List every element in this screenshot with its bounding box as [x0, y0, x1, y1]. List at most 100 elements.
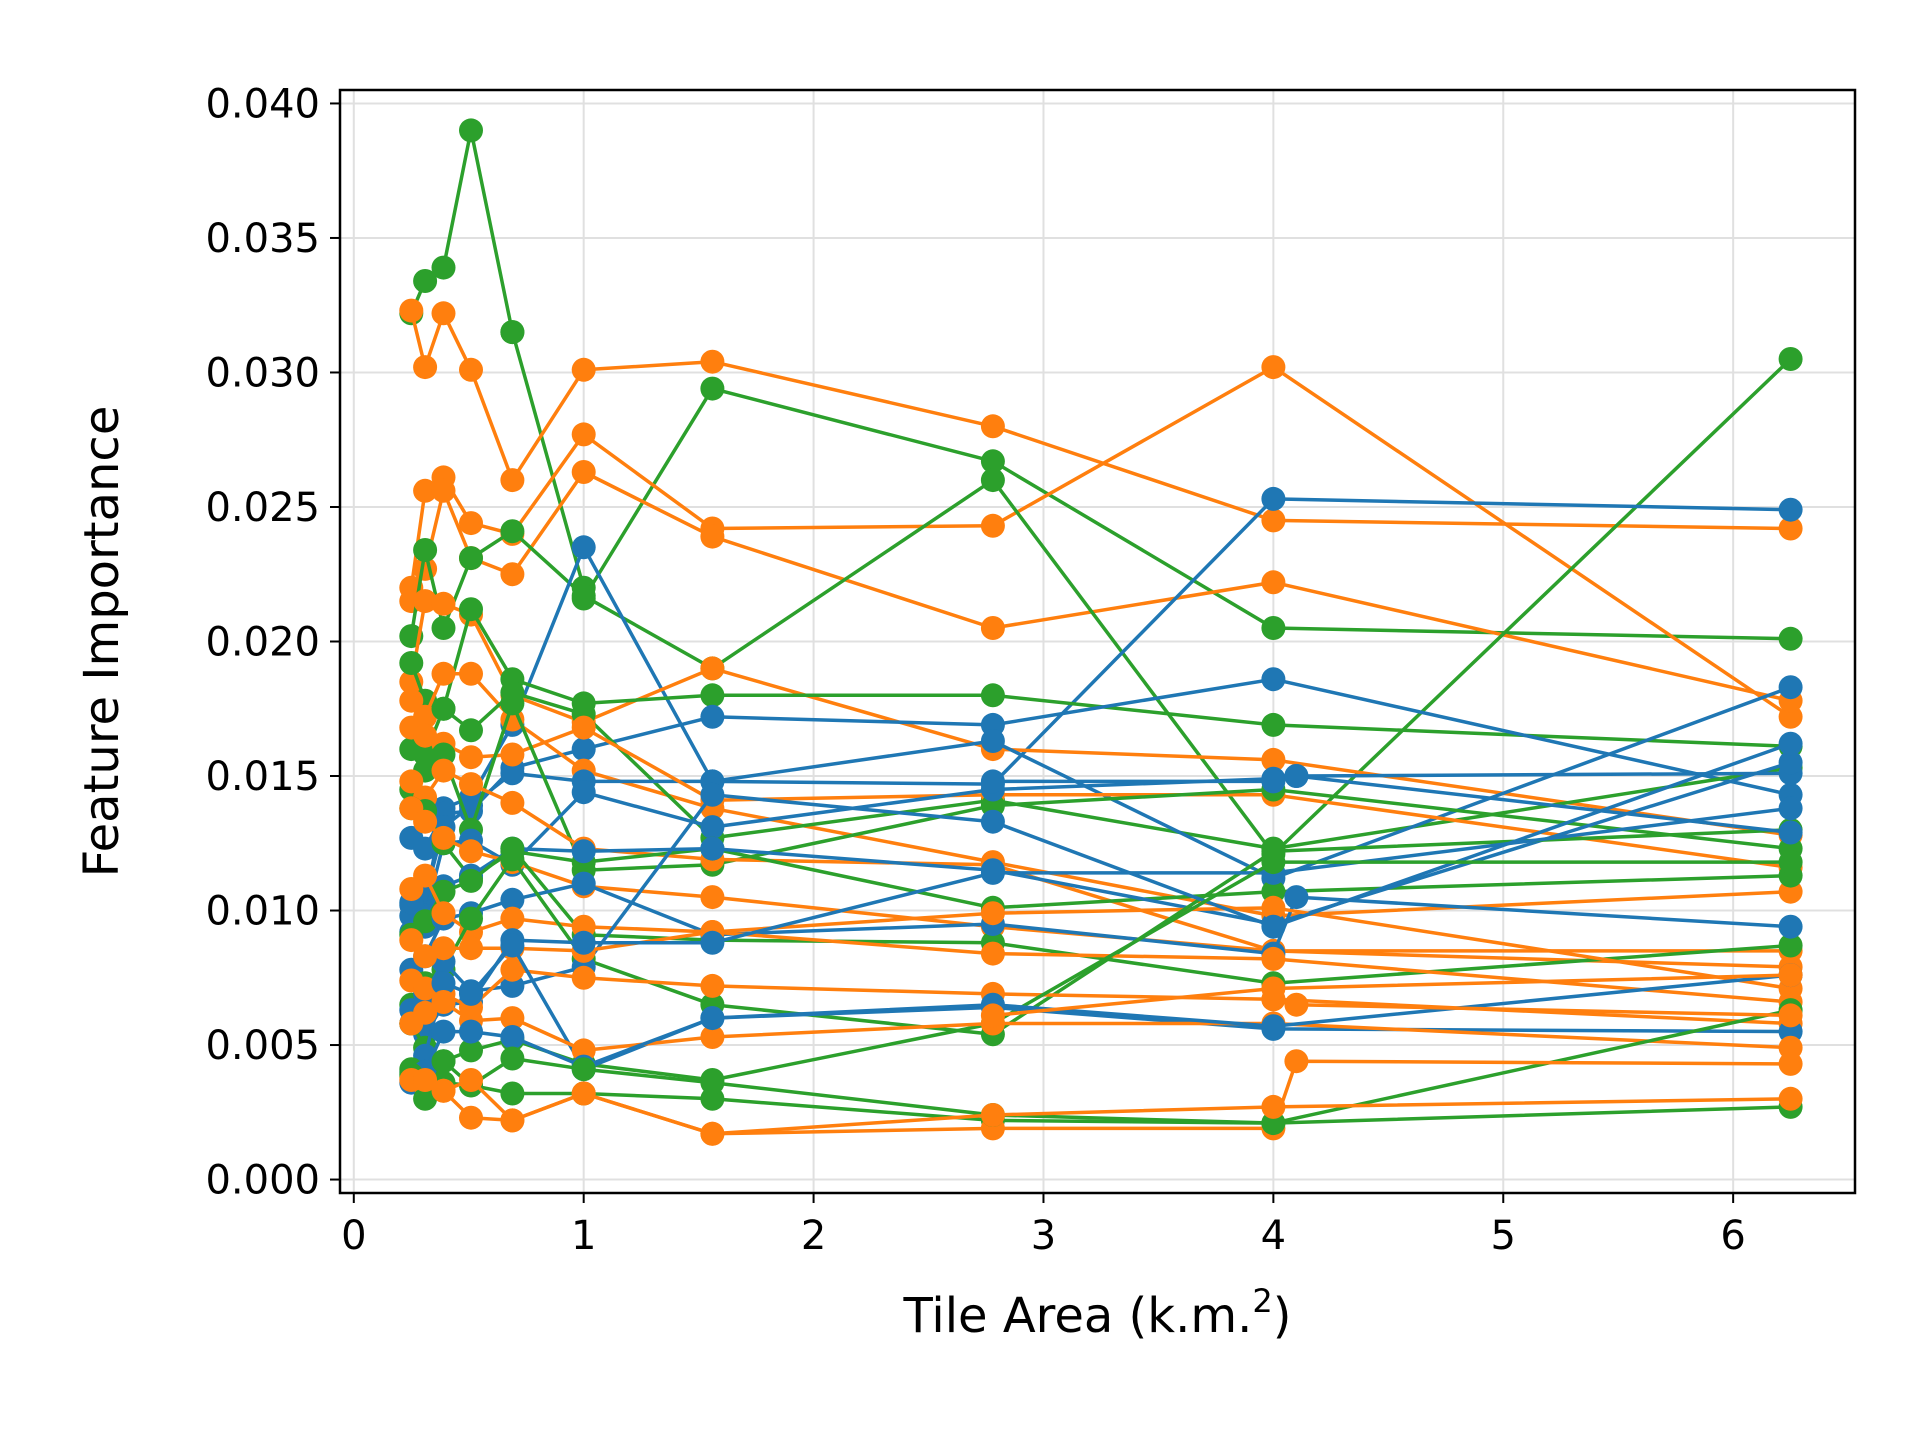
y-tick-label-6: 0.030	[205, 350, 320, 396]
data-point	[459, 718, 483, 743]
data-point	[700, 836, 725, 861]
y-tick-label-4: 0.020	[205, 620, 320, 666]
data-point	[399, 298, 424, 323]
data-point	[413, 863, 438, 888]
data-point	[1261, 355, 1286, 380]
data-point	[500, 906, 525, 931]
data-point	[459, 906, 483, 931]
data-point	[1261, 747, 1286, 772]
data-point	[1778, 347, 1803, 371]
x-tick-label-5: 5	[1491, 1213, 1516, 1259]
data-point	[431, 879, 456, 904]
data-point	[1261, 486, 1286, 511]
data-point	[459, 868, 483, 893]
x-tick-label-3: 3	[1031, 1213, 1056, 1259]
y-tick-label-5: 0.025	[205, 485, 320, 531]
data-point	[1778, 850, 1803, 875]
data-point	[500, 519, 525, 544]
series-36	[399, 1068, 1803, 1146]
data-point	[1261, 769, 1286, 794]
data-point	[980, 1103, 1005, 1127]
data-point	[431, 971, 456, 996]
data-point	[980, 860, 1005, 885]
data-point	[980, 683, 1005, 708]
data-point	[1284, 1049, 1309, 1074]
data-point	[700, 782, 725, 807]
data-point	[571, 535, 596, 560]
data-point	[500, 1108, 525, 1133]
data-point	[1778, 796, 1803, 821]
data-point	[413, 478, 438, 503]
data-point	[1261, 508, 1286, 533]
y-tick-label-3: 0.015	[205, 754, 320, 800]
data-point	[459, 1068, 483, 1092]
data-point	[1778, 1003, 1803, 1028]
data-point	[1261, 712, 1286, 737]
x-axis-label-superscript: 2	[1252, 1282, 1272, 1320]
data-point	[980, 468, 1005, 493]
data-point	[500, 1081, 525, 1106]
x-tick-label-4: 4	[1261, 1213, 1286, 1259]
data-point	[459, 511, 483, 536]
data-point	[413, 1068, 438, 1092]
y-axis: 0.000 0.005 0.010 0.015 0.020 0.025 0.030 0.035…	[205, 81, 340, 1204]
data-point	[500, 957, 525, 982]
series-37	[980, 764, 1803, 845]
data-point	[571, 839, 596, 864]
data-point	[1778, 1086, 1803, 1111]
data-point	[459, 597, 483, 622]
series-line-11	[409, 672, 1791, 918]
data-point	[1778, 820, 1803, 845]
data-point	[431, 825, 456, 850]
data-point	[700, 704, 725, 729]
data-point	[980, 1003, 1005, 1028]
data-point	[500, 562, 525, 587]
data-point	[431, 1019, 456, 1044]
x-axis-label-suffix: )	[1273, 1288, 1292, 1344]
data-point	[1261, 976, 1286, 1001]
data-point	[571, 965, 596, 990]
data-point	[700, 349, 725, 374]
data-point	[500, 468, 525, 493]
data-point	[1778, 933, 1803, 958]
data-point	[571, 737, 596, 762]
data-point	[500, 790, 525, 815]
series-line-2	[409, 310, 1791, 531]
data-point	[980, 513, 1005, 538]
data-point	[413, 723, 438, 748]
data-point	[571, 357, 596, 382]
data-point	[980, 809, 1005, 834]
data-point	[459, 1038, 483, 1063]
series-line-23	[410, 873, 1791, 991]
data-point	[980, 941, 1005, 966]
data-point	[399, 688, 424, 713]
data-point	[431, 1078, 456, 1103]
data-point	[1778, 497, 1803, 522]
data-point	[413, 909, 438, 934]
data-point	[459, 661, 483, 686]
data-point	[700, 930, 725, 955]
data-point	[1261, 895, 1286, 920]
data-point	[571, 871, 596, 896]
x-axis-label: Tile Area (k.m.2)	[903, 1282, 1292, 1344]
series-line-5	[409, 470, 1791, 703]
data-point	[500, 320, 525, 345]
data-point	[459, 1019, 483, 1044]
series-line-13	[409, 685, 1792, 917]
x-tick-label-2: 2	[801, 1213, 826, 1259]
data-point	[571, 460, 596, 484]
data-point	[431, 696, 456, 721]
data-point	[459, 1105, 483, 1130]
data-point	[459, 936, 483, 961]
data-point	[413, 269, 438, 293]
data-point	[459, 981, 483, 1006]
data-point	[431, 1049, 456, 1074]
data-point	[571, 715, 596, 740]
data-point	[413, 944, 438, 969]
data-point	[500, 887, 525, 912]
data-point	[500, 742, 525, 767]
data-point	[700, 973, 725, 998]
data-point	[500, 1006, 525, 1031]
y-tick-label-7: 0.035	[205, 216, 320, 262]
